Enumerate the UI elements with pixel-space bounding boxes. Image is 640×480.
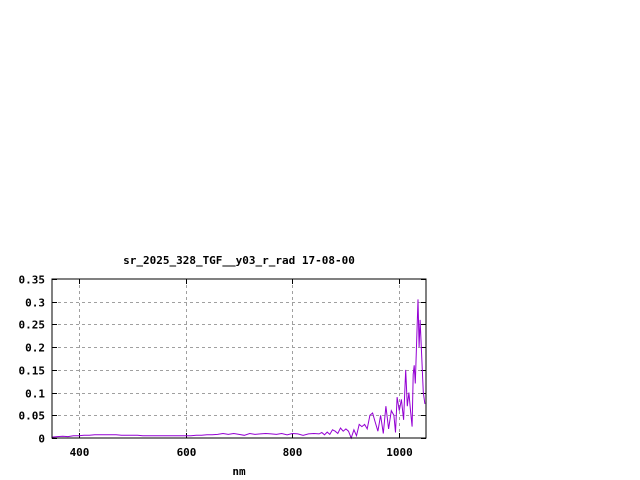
series-line xyxy=(51,299,426,440)
x-tick-label: 1000 xyxy=(386,446,413,459)
y-tick-label: 0.15 xyxy=(19,365,46,378)
x-axis-label: nm xyxy=(232,465,246,478)
plot-border xyxy=(51,278,427,439)
y-tick-label: 0.35 xyxy=(19,274,46,287)
chart-title: sr_2025_328_TGF__y03_r_rad 17-08-00 xyxy=(123,254,355,267)
grid xyxy=(52,279,426,438)
x-tick-label: 400 xyxy=(70,446,90,459)
y-tick-label: 0.05 xyxy=(19,410,46,423)
y-ticks: 0 0.05 0.1 0.15 0.2 0.25 0.3 0.35 xyxy=(19,274,426,446)
y-tick-label: 0.25 xyxy=(19,319,46,332)
y-tick-label: 0.1 xyxy=(25,388,45,401)
y-tick-label: 0.3 xyxy=(25,297,45,310)
y-tick-label: 0.2 xyxy=(25,342,45,355)
y-tick-label: 0 xyxy=(38,433,45,446)
x-tick-label: 800 xyxy=(283,446,303,459)
x-tick-label: 600 xyxy=(177,446,197,459)
x-ticks: 400 600 800 1000 xyxy=(70,279,413,459)
